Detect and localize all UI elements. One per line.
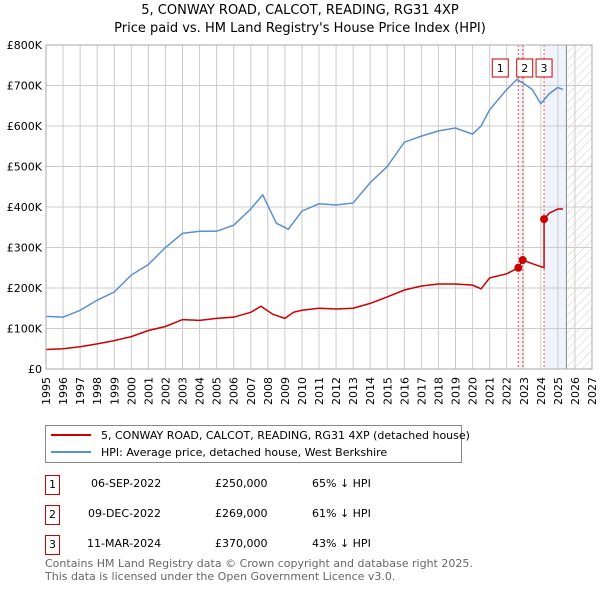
footer-line-1: Contains HM Land Registry data © Crown c… <box>45 557 473 570</box>
sale-date: 11-MAR-2024 <box>87 537 162 550</box>
sale-marker-box: 3 <box>45 535 60 555</box>
x-tick-label: 2021 <box>484 377 497 405</box>
x-tick-label: 2016 <box>398 377 411 405</box>
legend: 5, CONWAY ROAD, CALCOT, READING, RG31 4X… <box>45 425 470 463</box>
x-tick-label: 2002 <box>159 377 172 405</box>
sale-row-1: 1 06-SEP-2022 £250,000 65% ↓ HPI <box>45 475 465 495</box>
sale-label-box <box>535 58 553 78</box>
sale-label-box <box>491 58 509 78</box>
plot-area: 1995 1996 1997 1998 1999 2000 2001 2002 2003 2004… <box>7 39 599 405</box>
x-tick-label: 2022 <box>501 377 514 405</box>
x-tick-label: 2013 <box>347 377 360 405</box>
x-tick-label: 1999 <box>108 377 121 405</box>
x-tick-label: 2003 <box>177 377 190 405</box>
x-tick-label: 2009 <box>279 377 292 405</box>
x-tick-label: 2015 <box>381 377 394 405</box>
chart-subtitle: Price paid vs. HM Land Registry's House … <box>114 21 486 36</box>
x-tick-label: 2012 <box>330 377 343 405</box>
x-tick-label: 2001 <box>142 377 155 405</box>
y-tick-label: £700K <box>7 80 43 93</box>
sale-hpi-diff: 65% ↓ HPI <box>312 477 371 490</box>
sale-row-3: 3 11-MAR-2024 £370,000 43% ↓ HPI <box>45 535 465 555</box>
x-tick-label: 2011 <box>313 377 326 405</box>
sale-hpi-diff: 43% ↓ HPI <box>312 537 371 550</box>
sale-point <box>518 256 527 265</box>
x-tick-label: 2005 <box>211 377 224 405</box>
sale-label-number: 3 <box>541 62 548 75</box>
x-tick-label: 2006 <box>228 377 241 405</box>
x-tick-label: 2027 <box>586 377 599 405</box>
sale-label-number: 2 <box>521 62 528 75</box>
sale-price: £269,000 <box>215 507 268 520</box>
y-tick-label: £400K <box>7 201 43 214</box>
sale-price: £250,000 <box>215 477 268 490</box>
sale-row-2: 2 09-DEC-2022 £269,000 61% ↓ HPI <box>45 505 465 525</box>
y-tick-label: £0 <box>28 363 42 376</box>
sale-point <box>540 215 549 224</box>
legend-red-line <box>51 434 91 436</box>
x-tick-label: 2000 <box>125 377 138 405</box>
hpi-line <box>45 78 564 318</box>
x-tick-label: 1996 <box>57 377 70 405</box>
legend-blue-line <box>51 451 91 453</box>
x-tick-label: 2025 <box>552 377 565 405</box>
y-tick-label: £600K <box>7 120 43 133</box>
y-tick-label: £800K <box>7 39 43 52</box>
y-tick-label: £100K <box>7 323 43 336</box>
plot-border <box>45 44 593 370</box>
sale-point <box>514 263 523 272</box>
x-tick-label: 2008 <box>262 377 275 405</box>
sale-price: £370,000 <box>215 537 268 550</box>
sale-hpi-diff: 61% ↓ HPI <box>312 507 371 520</box>
x-tick-label: 2014 <box>364 377 377 405</box>
x-tick-label: 1995 <box>40 377 53 405</box>
sale-label-box <box>516 58 534 78</box>
y-tick-label: £500K <box>7 161 43 174</box>
x-tick-label: 2019 <box>450 377 463 405</box>
sale-date: 06-SEP-2022 <box>91 477 162 490</box>
x-tick-label: 2020 <box>467 377 480 405</box>
x-tick-label: 2023 <box>518 377 531 405</box>
x-tick-label: 2017 <box>415 377 428 405</box>
y-tick-label: £200K <box>7 282 43 295</box>
legend-label-hpi: HPI: Average price, detached house, West… <box>101 445 388 459</box>
y-tick-label: £300K <box>7 242 43 255</box>
footer-line-2: This data is licensed under the Open Gov… <box>45 570 396 583</box>
sale-marker-box: 2 <box>45 505 60 525</box>
x-tick-label: 2007 <box>245 377 258 405</box>
sale-date: 09-DEC-2022 <box>88 507 162 520</box>
x-tick-label: 2024 <box>535 377 548 405</box>
x-tick-label: 2026 <box>569 377 582 405</box>
sale-label-number: 1 <box>497 62 504 75</box>
x-tick-label: 2010 <box>296 377 309 405</box>
sale-marker-box: 1 <box>45 475 60 495</box>
footer: Contains HM Land Registry data © Crown c… <box>45 557 473 583</box>
x-tick-label: 2004 <box>194 377 207 405</box>
x-tick-label: 1997 <box>74 377 87 405</box>
x-tick-label: 2018 <box>432 377 445 405</box>
chart-title: 5, CONWAY ROAD, CALCOT, READING, RG31 4X… <box>141 3 459 18</box>
legend-label-property: 5, CONWAY ROAD, CALCOT, READING, RG31 4X… <box>101 428 470 442</box>
x-tick-label: 1998 <box>91 377 104 405</box>
